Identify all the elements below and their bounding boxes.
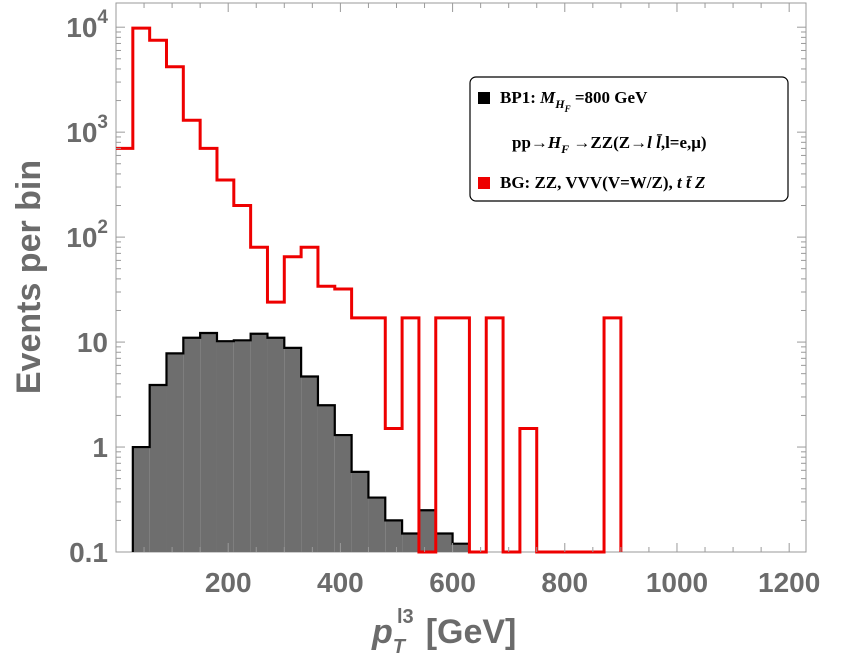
y-tick-label-4: 103 xyxy=(66,112,108,148)
x-axis-label-symbol: p xyxy=(371,613,393,651)
x-tick-label-400: 400 xyxy=(317,567,364,598)
legend-process-tail: →ZZ(Z→ xyxy=(569,133,647,152)
legend-bp1-subsub: F xyxy=(564,104,571,114)
bar-bp1-5 xyxy=(216,341,234,552)
y-tick-label-3: 102 xyxy=(66,217,108,253)
legend-box xyxy=(469,76,789,202)
x-tick-labels: 200 400 600 800 1000 1200 xyxy=(205,567,820,598)
bar-bp1-0 xyxy=(132,447,150,552)
bar-bp1-14 xyxy=(368,497,386,552)
y-tick-label-exp-5: 4 xyxy=(97,7,108,28)
legend-entry-process: pp→HF →ZZ(Z→l l̄,l=e,μ) xyxy=(512,133,707,156)
legend-bg-label: BG: ZZ, VVV(V=W/Z), xyxy=(500,173,677,192)
histogram-bars xyxy=(116,26,623,554)
bar-bp1-9 xyxy=(284,347,302,552)
y-tick-label-1: 1 xyxy=(92,432,108,463)
axis-ticks xyxy=(116,3,806,553)
bar-bp1-13 xyxy=(351,471,369,552)
y-tick-label-exp-4: 3 xyxy=(97,112,108,133)
bar-bp1-10 xyxy=(301,376,318,552)
y-tick-label-base-3: 10 xyxy=(66,222,97,253)
legend-process-ll: l l̄ xyxy=(647,133,663,152)
y-tick-label-0: 0.1 xyxy=(69,537,108,568)
x-tick-label-1200: 1200 xyxy=(758,567,820,598)
legend-entry-bg: BG: ZZ, VVV(V=W/Z), t t̄ Z xyxy=(500,173,705,192)
legend-process-label: pp→ xyxy=(512,133,548,152)
bar-bp1-4 xyxy=(200,333,217,552)
x-tick-label-600: 600 xyxy=(429,567,476,598)
y-tick-label-5: 104 xyxy=(66,7,108,43)
bar-bp1-16 xyxy=(402,533,419,552)
y-tick-label-base-5: 10 xyxy=(66,12,97,43)
bar-bp1-15 xyxy=(385,520,403,552)
x-tick-label-1000: 1000 xyxy=(646,567,708,598)
bar-bp1-7 xyxy=(250,333,268,552)
bar-bp1-2 xyxy=(166,353,184,552)
legend-process-sub: F xyxy=(560,142,569,156)
legend-bp1-math: M xyxy=(539,88,556,107)
y-tick-label-base-4: 10 xyxy=(66,117,97,148)
x-axis-label: pTl3 [GeV] xyxy=(371,606,516,658)
x-tick-label-800: 800 xyxy=(541,567,588,598)
legend-bg-ttz: t t̄ Z xyxy=(677,173,705,192)
bar-bp1-18 xyxy=(435,533,453,552)
bar-bp1-12 xyxy=(334,435,352,552)
bar-bp1-1 xyxy=(149,384,167,552)
bar-bp1-11 xyxy=(317,405,335,552)
legend-entry-bp1: BP1: MHF =800 GeV xyxy=(500,88,648,114)
x-axis-label-sup: l3 xyxy=(397,606,414,628)
legend-bp1-tail: =800 GeV xyxy=(571,88,648,107)
bar-bp1-3 xyxy=(183,337,201,552)
y-axis-label: Events per bin xyxy=(10,160,48,394)
y-tick-label-2: 10 xyxy=(77,327,108,358)
legend-process-math: H xyxy=(547,133,562,152)
y-tick-label-exp-3: 2 xyxy=(97,217,108,238)
step-bg xyxy=(116,26,623,554)
legend-bp1-label: BP1: xyxy=(500,88,540,107)
bar-bp1-17 xyxy=(418,510,436,552)
x-axis-label-unit: [GeV] xyxy=(426,613,517,651)
legend-bp1-sub: H xyxy=(554,97,565,111)
bar-bp1-6 xyxy=(233,340,251,552)
legend: BP1: MHF =800 GeV pp→HF →ZZ(Z→l l̄,l=e,μ… xyxy=(469,76,789,202)
x-tick-label-200: 200 xyxy=(205,567,252,598)
legend-swatch-bg xyxy=(478,177,490,189)
x-axis-label-sub: T xyxy=(393,636,407,658)
bar-bp1-19 xyxy=(452,543,470,552)
legend-process-tail2: ,l=e,μ) xyxy=(661,133,707,152)
legend-swatch-bp1 xyxy=(478,92,490,104)
bar-bp1-8 xyxy=(267,337,285,552)
